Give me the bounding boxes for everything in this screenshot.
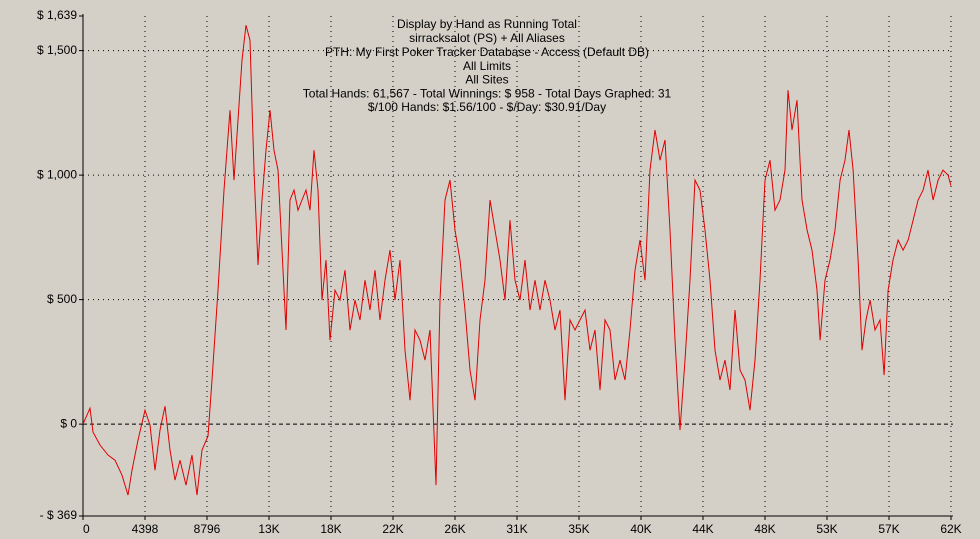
x-tick-label: 18K — [320, 522, 341, 536]
x-tick-label: 44K — [692, 522, 713, 536]
y-tick-label: $ 1,500 — [37, 43, 77, 57]
y-tick-label: $ 1,639 — [37, 8, 77, 22]
x-tick-label: 57K — [878, 522, 899, 536]
x-tick-label: 48K — [754, 522, 775, 536]
chart-subtitle: All Limits — [463, 59, 511, 73]
x-tick-label: 8796 — [194, 522, 221, 536]
x-tick-label: 0 — [83, 522, 90, 536]
y-tick-label: $ 1,000 — [37, 167, 77, 181]
running-total-line — [82, 25, 952, 496]
x-tick-label: 35K — [568, 522, 589, 536]
chart-subtitle: PTH: My First Poker Tracker Database - A… — [325, 45, 649, 59]
x-tick-label: 22K — [382, 522, 403, 536]
chart-subtitle: $/100 Hands: $1.56/100 - $/Day: $30.91/D… — [368, 100, 606, 114]
y-tick-label: $ 500 — [47, 292, 77, 306]
x-tick-label: 26K — [444, 522, 465, 536]
chart-subtitle: All Sites — [465, 73, 508, 87]
chart-subtitle: sirracksalot (PS) + All Aliases — [409, 31, 565, 45]
chart-title: Display by Hand as Running Total — [397, 17, 577, 31]
x-tick-label: 13K — [258, 522, 279, 536]
x-tick-label: 40K — [630, 522, 651, 536]
chart-subtitle: Total Hands: 61,567 - Total Winnings: $ … — [303, 86, 672, 100]
x-tick-label: 4398 — [132, 522, 159, 536]
title-block: Display by Hand as Running Total — [397, 17, 577, 31]
y-tick-label: $ 0 — [60, 416, 77, 430]
y-tick-label: - $ 369 — [40, 508, 78, 522]
x-tick-label: 31K — [506, 522, 527, 536]
x-tick-label: 62K — [940, 522, 961, 536]
x-tick-label: 53K — [816, 522, 837, 536]
